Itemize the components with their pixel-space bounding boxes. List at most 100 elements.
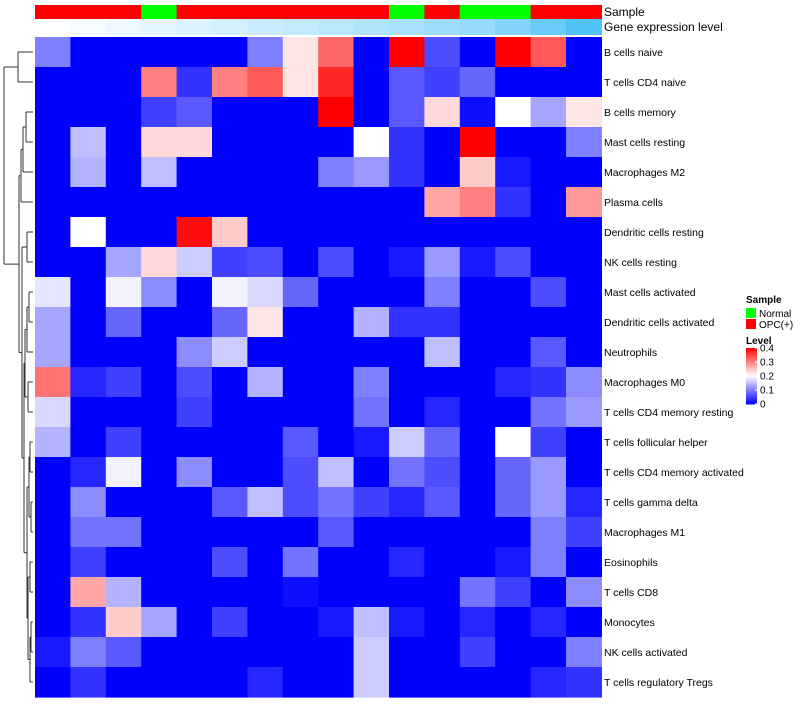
legend-level-colorbar: 0.4 0.3 0.2 0.1 0 [746,344,774,411]
heatmap-cell [247,307,284,338]
row-label: Neutrophils [604,347,657,359]
row-label: Macrophages M0 [604,377,685,389]
heatmap-cell [212,427,248,458]
colorbar-segment [746,353,757,356]
heatmap-cell [70,487,107,518]
heatmap-cell [247,577,284,608]
row-label: T cells regulatory Tregs [604,677,713,689]
heatmap-cell [530,547,567,578]
heatmap-cell [318,37,355,68]
heatmap-cell [282,277,319,308]
heatmap-cell [282,37,319,68]
heatmap-cell [70,427,107,458]
sample-annotation-cell [424,5,461,19]
heatmap-cell [70,457,107,488]
heatmap-cell [353,247,390,278]
heatmap-cell [212,637,248,668]
colorbar-segment [746,371,757,374]
heatmap-cell [70,67,107,98]
heatmap-cell [566,307,602,338]
heatmap-cell [105,457,142,488]
heatmap-cell [247,607,284,638]
heatmap-cell [495,217,532,248]
colorbar-segment [746,392,757,395]
colorbar-tick-label: 0.2 [760,372,774,383]
heatmap-cell [424,667,461,698]
heatmap-cell [70,187,107,218]
heatmap-cell [141,157,178,188]
heatmap-cell [389,97,425,128]
heatmap-cell [282,607,319,638]
heatmap-cell [247,97,284,128]
heatmap-cell [495,427,532,458]
heatmap-cell [353,367,390,398]
heatmap-cell [459,217,496,248]
sample-annotation-cell [566,5,602,19]
heatmap-cell [141,397,178,428]
gene-expression-annotation-cell [495,19,532,35]
heatmap-cell [318,277,355,308]
colorbar-segment [746,395,757,398]
heatmap-cell [566,127,602,158]
heatmap-cell [282,457,319,488]
heatmap-cell [212,457,248,488]
heatmap-cell [495,307,532,338]
sample-annotation-cell [105,5,142,19]
heatmap-cell [282,217,319,248]
heatmap-cell [389,307,425,338]
heatmap-cell [459,247,496,278]
heatmap-cell [70,577,107,608]
heatmap-cell [459,37,496,68]
heatmap-cell [35,487,71,518]
heatmap-cell [530,97,567,128]
row-label: Macrophages M2 [604,167,685,179]
colorbar-segment [746,398,757,401]
heatmap-cell [70,517,107,548]
heatmap-cell [247,277,284,308]
sample-annotation-cell [353,5,390,19]
colorbar-segment [746,355,757,357]
heatmap-cell [495,187,532,218]
heatmap-cell [566,547,602,578]
legend-swatch-opc [746,319,756,329]
heatmap-cell [282,577,319,608]
heatmap-cell [176,637,213,668]
heatmap-cell [459,637,496,668]
heatmap-cell [70,277,107,308]
colorbar-segment [746,383,757,385]
colorbar-segment [746,380,757,383]
gene-expression-annotation-cell [282,19,319,35]
heatmap-cell [282,517,319,548]
heatmap-cell [247,637,284,668]
colorbar-segment [746,360,757,363]
heatmap-cell [459,517,496,548]
row-label: Dendritic cells activated [604,317,714,329]
heatmap-cell [318,337,355,368]
heatmap-cell [530,337,567,368]
colorbar-segment [746,356,757,359]
sample-annotation-cell [282,5,319,19]
gene-expression-annotation-cell [176,19,213,35]
heatmap-cells [35,37,602,698]
heatmap-cell [70,667,107,698]
heatmap-cell [70,397,107,428]
heatmap-cell [176,97,213,128]
sample-annotation-cell [318,5,355,19]
heatmap-cell [389,637,425,668]
row-label: NK cells activated [604,647,688,659]
heatmap-cell [141,217,178,248]
colorbar-segment [746,359,757,362]
heatmap-cell [530,187,567,218]
heatmap-cell [282,547,319,578]
heatmap-cell [459,577,496,608]
heatmap-cell [212,247,248,278]
heatmap-cell [424,187,461,218]
heatmap-cell [105,187,142,218]
heatmap-cell [247,247,284,278]
colorbar-segment [746,362,757,364]
heatmap-cell [495,517,532,548]
gene-expression-annotation-cell [389,19,425,35]
heatmap-cell [459,397,496,428]
